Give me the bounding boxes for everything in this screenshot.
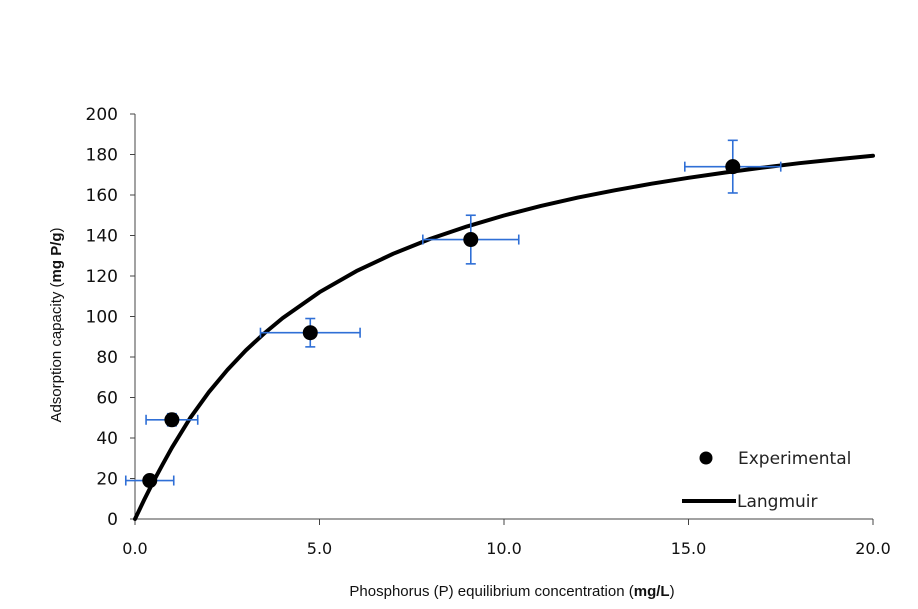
y-tick-label: 80 [96, 348, 118, 368]
y-tick-label: 160 [86, 186, 118, 206]
y-tick-label: 180 [86, 146, 118, 166]
experimental-point [164, 412, 180, 428]
x-tick-label: 0.0 [122, 539, 147, 558]
plot-area [124, 139, 875, 521]
y-tick-label: 40 [96, 429, 118, 449]
axes: 0 20 40 60 80 100 120 140 160 180 200 0.0 5.0 10.0 15.… [86, 105, 891, 558]
x-tick-label: 5.0 [307, 539, 332, 558]
x-tick-label: 20.0 [855, 539, 891, 558]
legend: Experimental Langmuir [682, 449, 851, 512]
legend-label-langmuir: Langmuir [737, 492, 818, 512]
y-tick-label: 0 [107, 510, 118, 530]
x-tick-label: 10.0 [486, 539, 522, 558]
legend-marker-experimental [699, 451, 713, 465]
y-tick-label: 60 [96, 389, 118, 409]
x-axis-title: Phosphorus (P) equilibrium concentration… [349, 583, 674, 600]
experimental-point [302, 325, 318, 341]
legend-label-experimental: Experimental [738, 449, 851, 469]
y-tick-label: 100 [86, 308, 118, 328]
y-tick-label: 20 [96, 470, 118, 490]
langmuir-curve [133, 153, 875, 521]
experimental-point [142, 473, 158, 489]
y-axis-title: Adsorption capacity (mg P/g) [48, 227, 65, 422]
experimental-point [725, 159, 741, 175]
y-tick-label: 120 [86, 267, 118, 287]
x-tick-label: 15.0 [671, 539, 707, 558]
y-tick-label: 200 [86, 105, 118, 125]
y-tick-label: 140 [86, 227, 118, 247]
experimental-point [463, 232, 479, 248]
